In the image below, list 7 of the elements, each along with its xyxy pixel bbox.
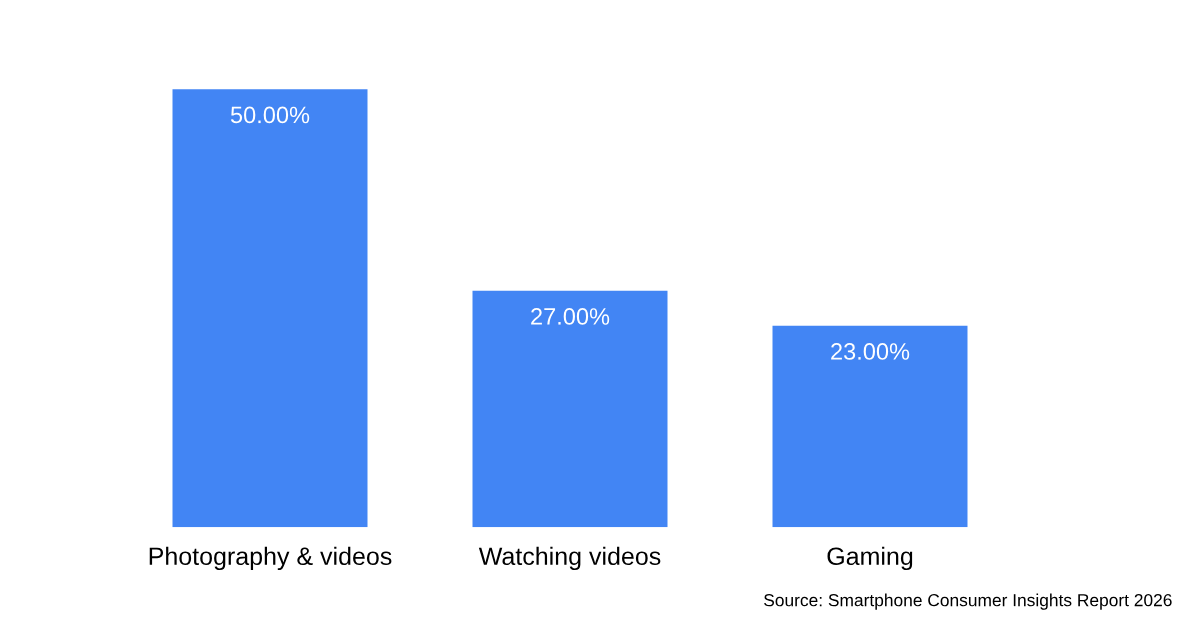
x-tick-label: Photography & videos [149, 546, 392, 571]
x-tick-label: Watching videos [478, 546, 661, 571]
source-note: Source: Smartphone Consumer Insights Report 2026 [764, 593, 1172, 610]
x-tick-label: Gaming [827, 546, 913, 571]
data-label: 27.00% [531, 308, 610, 325]
data-label: 50.00% [230, 106, 310, 124]
data-label: 23.00% [831, 343, 910, 360]
